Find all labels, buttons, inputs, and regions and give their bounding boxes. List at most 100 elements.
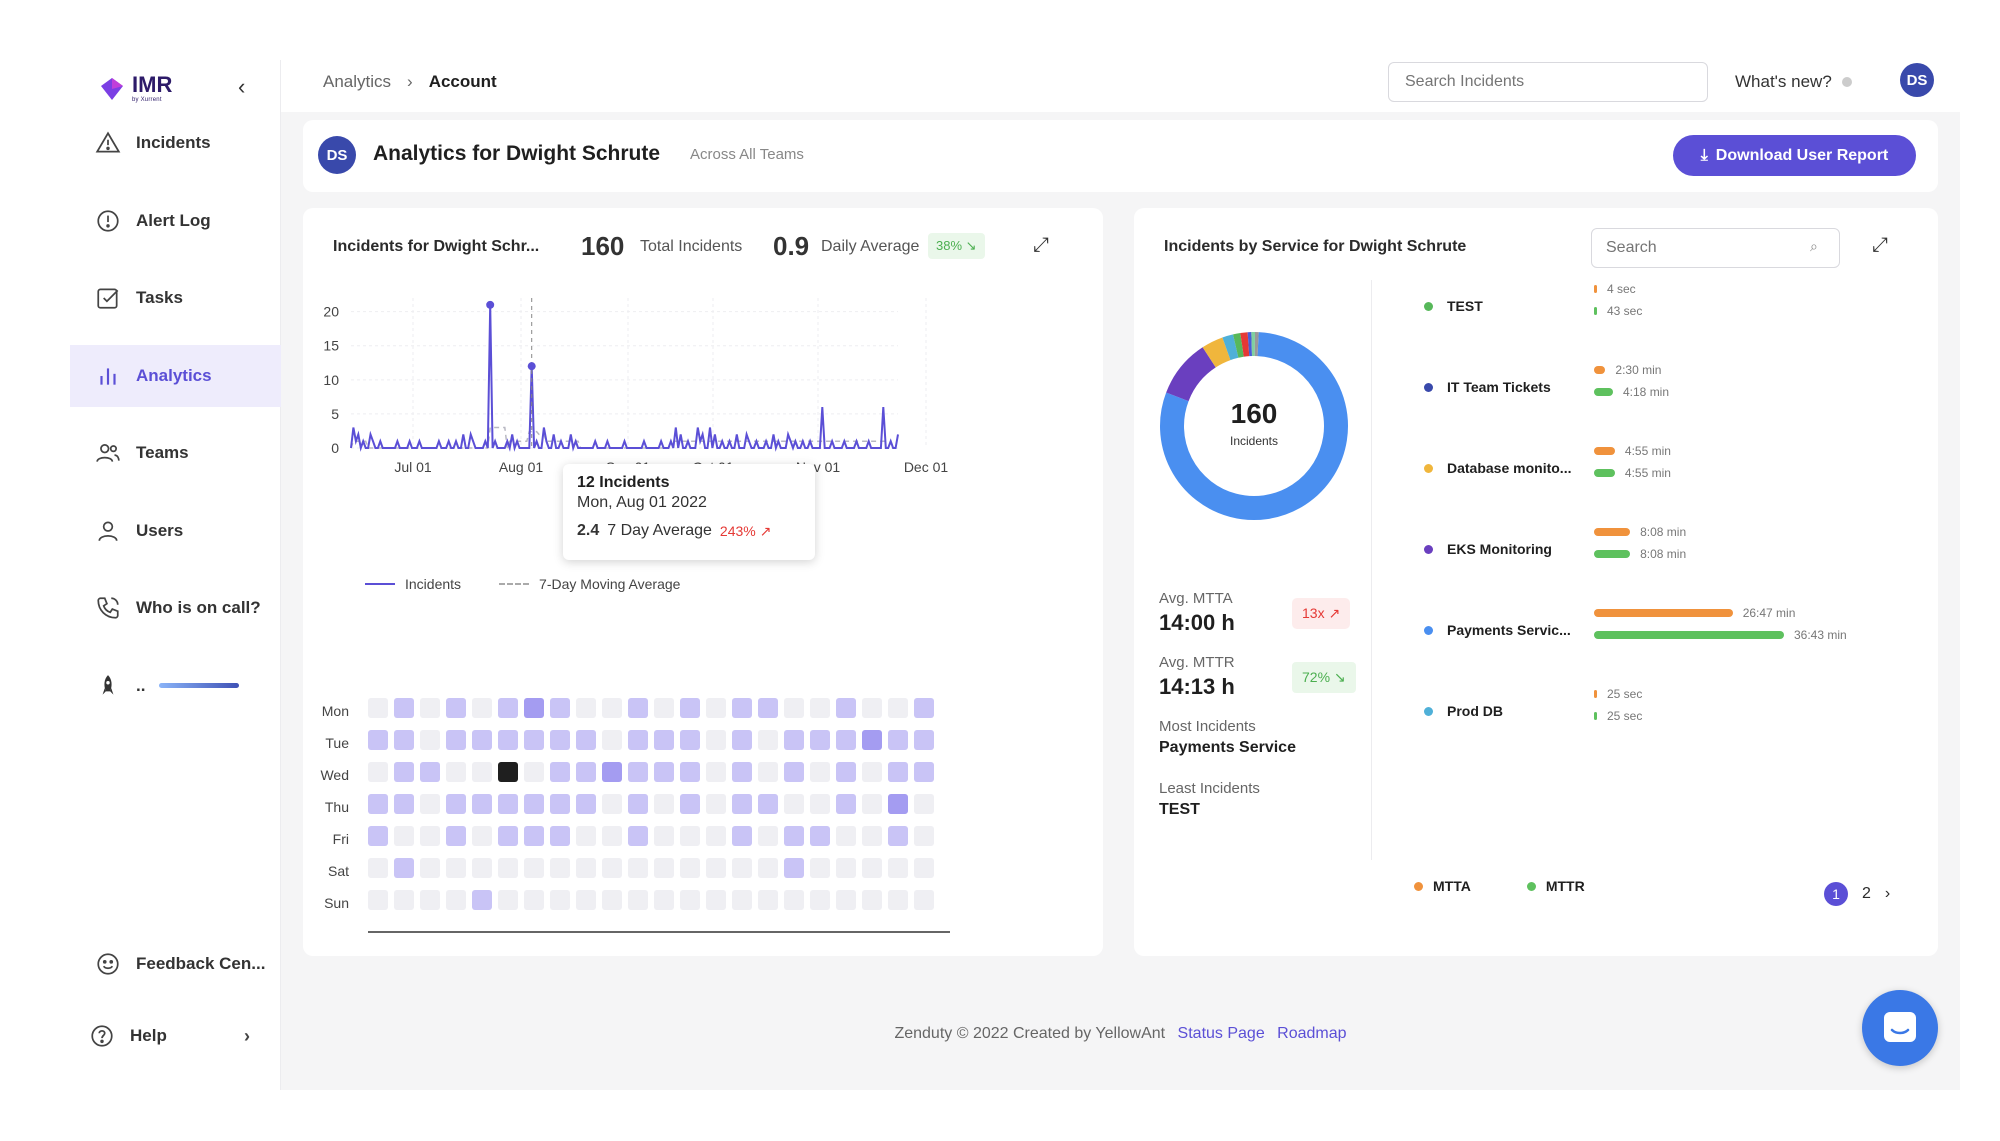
heatmap-cell	[368, 762, 388, 782]
heatmap-day-label: Sun	[324, 895, 349, 911]
heatmap-cell	[550, 730, 570, 750]
heatmap-cell	[706, 794, 726, 814]
mtta-bar-row: 4:55 min	[1594, 440, 1671, 462]
heatmap-cell	[784, 730, 804, 750]
service-search-input[interactable]	[1591, 228, 1840, 268]
heatmap-cell	[888, 858, 908, 878]
heatmap-cell	[550, 890, 570, 910]
service-color-dot	[1424, 463, 1433, 473]
heatmap-cell	[576, 698, 596, 718]
incidents-panel-title: Incidents for Dwight Schr...	[333, 238, 540, 255]
search-incidents-input[interactable]	[1388, 62, 1708, 102]
sidebar-item-alert-log[interactable]: Alert Log	[70, 190, 281, 252]
mttr-value: 14:13 h	[1159, 674, 1235, 699]
heatmap-cell	[706, 858, 726, 878]
heatmap-cell	[862, 890, 882, 910]
roadmap-link[interactable]: Roadmap	[1277, 1025, 1347, 1042]
chart-tooltip: 12 Incidents Mon, Aug 01 2022 2.4 7 Day …	[563, 464, 815, 560]
service-color-dot	[1424, 301, 1433, 311]
heatmap-cell	[810, 890, 830, 910]
user-icon	[94, 517, 122, 545]
sidebar-item-teams[interactable]: Teams	[70, 422, 281, 484]
mttr-change-value: 72%	[1302, 669, 1331, 685]
tooltip-avg-value: 2.4	[577, 522, 600, 539]
heatmap-cell	[446, 698, 466, 718]
sidebar-item-analytics[interactable]: Analytics	[70, 344, 281, 407]
heatmap-cell	[446, 826, 466, 846]
chat-button[interactable]	[1862, 990, 1938, 1066]
user-avatar: DS	[318, 136, 356, 174]
chat-icon	[1884, 1012, 1916, 1042]
divider	[1371, 280, 1372, 860]
sidebar-item-users[interactable]: Users	[70, 500, 281, 562]
sidebar-item-label: Incidents	[136, 133, 211, 152]
expand-icon[interactable]: ⤢	[1033, 234, 1049, 256]
heatmap-cell	[732, 890, 752, 910]
service-row[interactable]: EKS Monitoring	[1424, 541, 1552, 557]
heatmap-cell	[628, 890, 648, 910]
service-row[interactable]: Database monito...	[1424, 460, 1571, 476]
heatmap-cell	[498, 730, 518, 750]
sidebar-item-getting-started[interactable]: ..	[70, 655, 281, 717]
logo[interactable]: IMR by Xurrent	[98, 66, 172, 112]
heatmap-cell	[394, 794, 414, 814]
sidebar-item-tasks[interactable]: Tasks	[70, 267, 281, 329]
heatmap-cell	[472, 858, 492, 878]
heatmap-cell	[862, 730, 882, 750]
service-row[interactable]: Prod DB	[1424, 703, 1503, 719]
heatmap-cell	[498, 826, 518, 846]
heatmap-cell	[602, 858, 622, 878]
heatmap-cell	[680, 858, 700, 878]
heatmap-cell	[446, 762, 466, 782]
sidebar-item-incidents[interactable]: Incidents	[70, 112, 281, 174]
heatmap-cell	[836, 794, 856, 814]
tooltip-count: 12 Incidents	[577, 474, 670, 491]
mttr-change-badge: 72% ↘	[1292, 662, 1356, 693]
mtta-bar-row: 8:08 min	[1594, 521, 1686, 543]
expand-icon[interactable]: ⤢	[1872, 234, 1888, 256]
service-donut-chart	[1160, 332, 1348, 520]
page-1-button[interactable]: 1	[1824, 882, 1848, 906]
page-2-button[interactable]: 2	[1862, 885, 1871, 902]
heatmap-cell	[498, 762, 518, 782]
heatmap-cell	[706, 698, 726, 718]
service-row[interactable]: TEST	[1424, 298, 1483, 314]
onboarding-progress-bar	[159, 683, 240, 688]
mtta-value: 4:55 min	[1624, 444, 1671, 458]
heatmap-cell	[914, 794, 934, 814]
heatmap-cell	[758, 858, 778, 878]
service-row[interactable]: Payments Servic...	[1424, 622, 1571, 638]
mtta-legend-label: MTTA	[1433, 878, 1471, 894]
download-user-report-button[interactable]: ⤓ Download User Report	[1673, 135, 1916, 176]
heatmap-cell	[810, 762, 830, 782]
total-incidents-value: 160	[581, 231, 625, 261]
breadcrumb-parent[interactable]: Analytics	[323, 72, 392, 91]
next-page-icon[interactable]: ›	[1884, 885, 1891, 902]
status-page-link[interactable]: Status Page	[1177, 1025, 1265, 1042]
mttr-value: 43 sec	[1607, 304, 1643, 318]
heatmap-cell	[888, 794, 908, 814]
help-menu[interactable]: Help ›	[70, 1022, 281, 1050]
service-row[interactable]: IT Team Tickets	[1424, 379, 1551, 395]
heatmap-cell	[914, 858, 934, 878]
analytics-header: DS Analytics for Dwight Schrute Across A…	[303, 120, 1938, 192]
heatmap-day-label: Mon	[322, 703, 349, 719]
whats-new-link[interactable]: What's new?	[1735, 72, 1852, 92]
heatmap-cell	[524, 858, 544, 878]
most-incidents-label: Most Incidents	[1159, 718, 1256, 735]
heatmap-cell	[472, 826, 492, 846]
service-bars: 4 sec 43 sec	[1594, 278, 1642, 322]
rocket-label: ..	[136, 675, 146, 695]
feedback-center-link[interactable]: Feedback Cen...	[70, 950, 281, 978]
heatmap-cell	[888, 826, 908, 846]
heatmap-cell	[420, 794, 440, 814]
avatar[interactable]: DS	[1900, 63, 1934, 97]
service-bars: 2:30 min 4:18 min	[1594, 359, 1669, 403]
mttr-legend-dot	[1526, 881, 1536, 891]
sidebar-item-who-is-on-call[interactable]: Who is on call?	[70, 577, 281, 639]
heatmap-cell	[576, 858, 596, 878]
heatmap-cell	[394, 698, 414, 718]
sidebar-nav: Incidents Alert Log Tasks Analytics Team…	[70, 112, 281, 732]
service-name: IT Team Tickets	[1447, 379, 1551, 395]
collapse-sidebar-button[interactable]: ‹	[238, 74, 246, 99]
